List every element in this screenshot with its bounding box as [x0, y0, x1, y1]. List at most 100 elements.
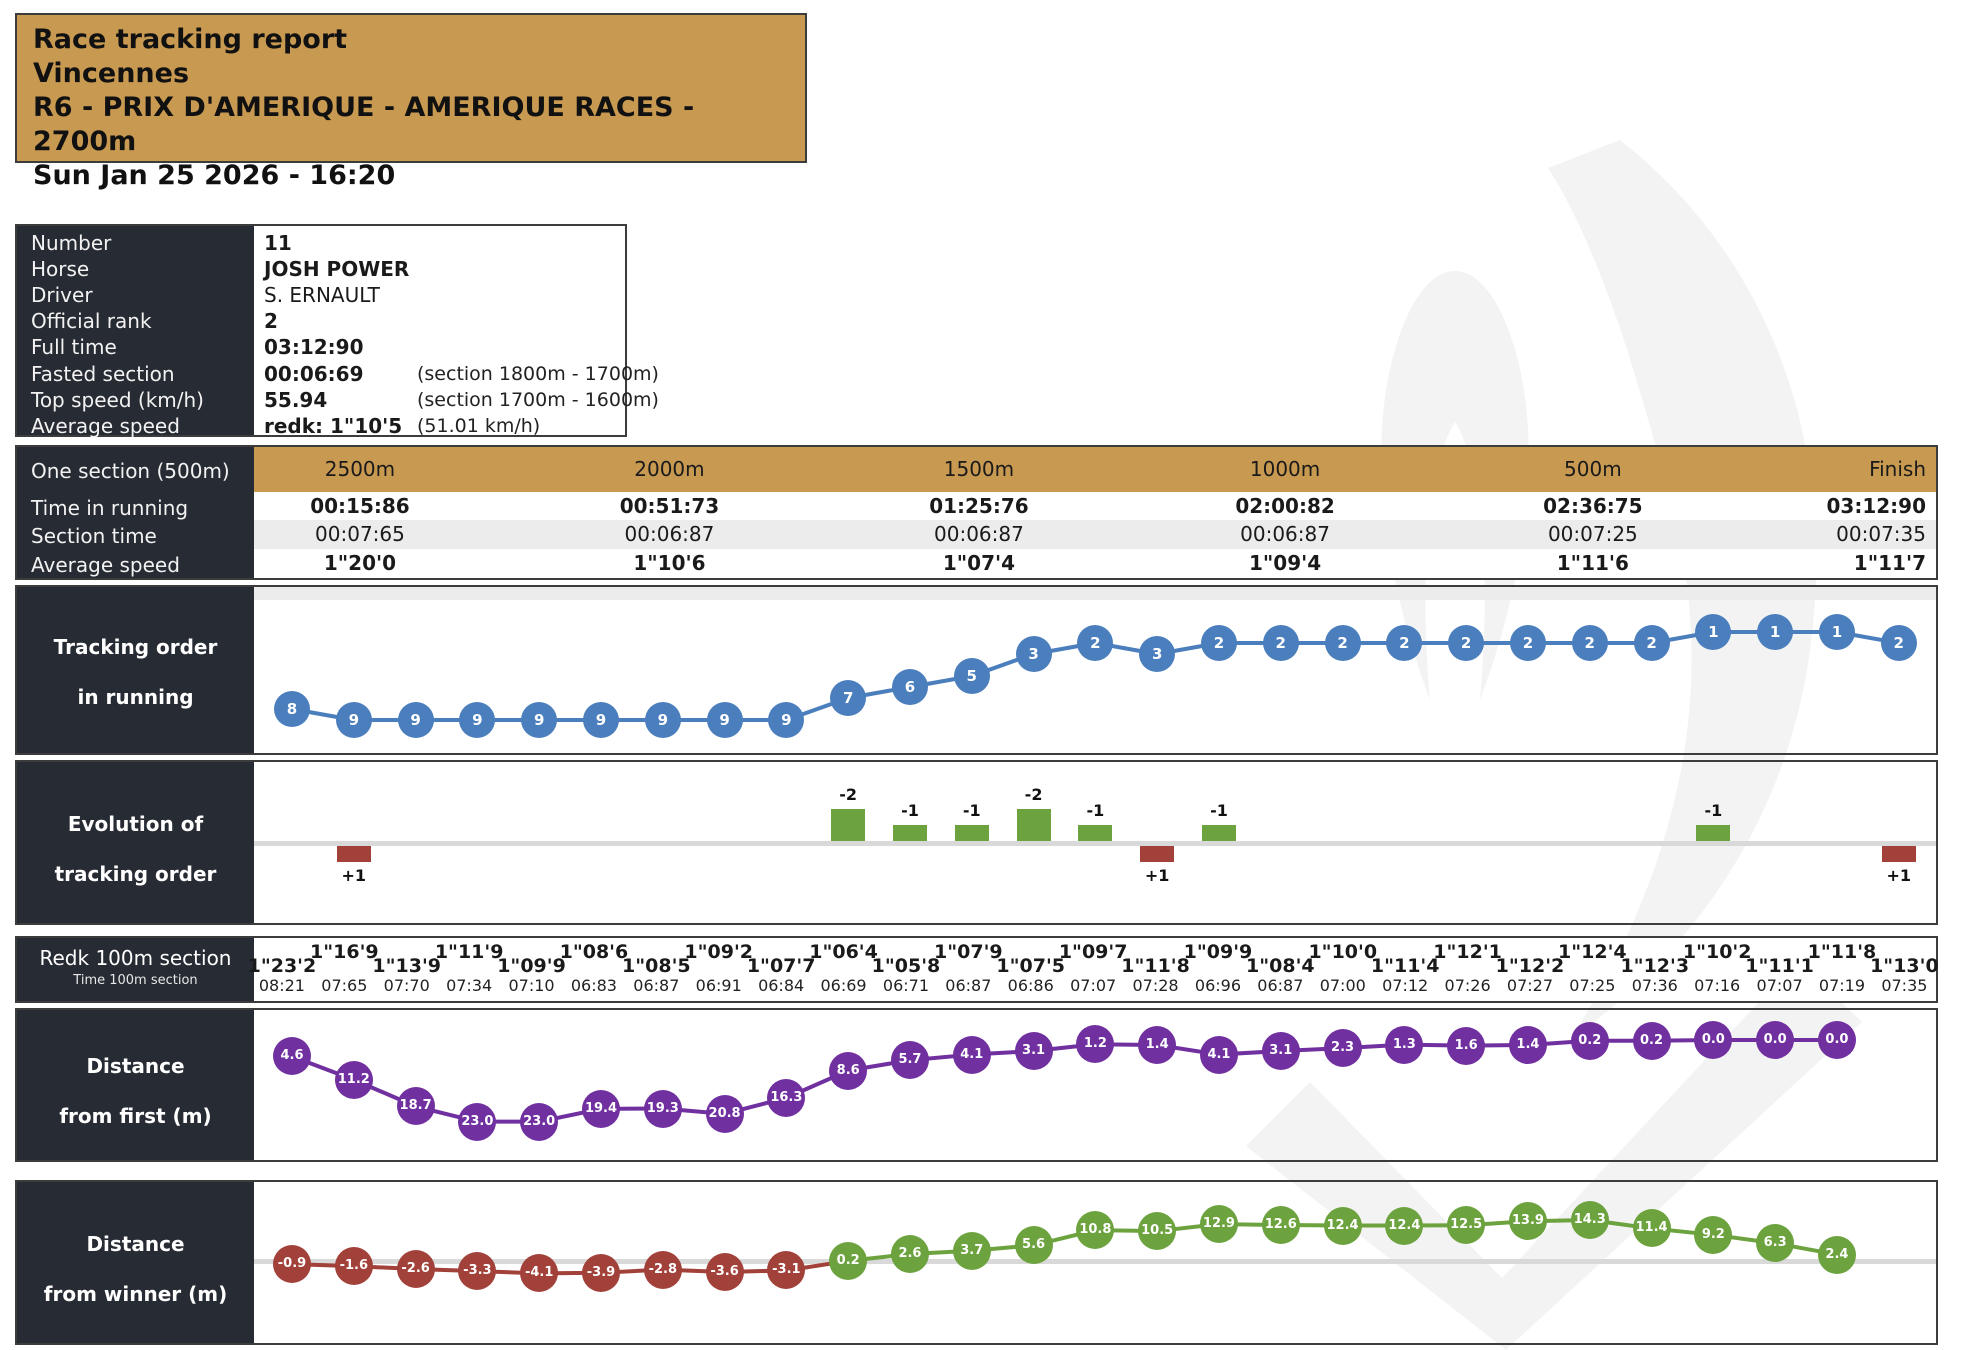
- race-datetime: Sun Jan 25 2026 - 16:20: [33, 160, 396, 191]
- tracking-order-point: 6: [891, 669, 928, 705]
- redk-time: 06:87: [1257, 976, 1304, 995]
- distance-first-point: 0.2: [1570, 1021, 1609, 1060]
- redk-100m-section: Redk 100m section Time 100m section 1"23…: [15, 936, 1939, 1003]
- distance-first-point: 19.4: [581, 1089, 620, 1128]
- tracking-order-point: 2: [1509, 625, 1546, 661]
- distance-first-point: 0.0: [1756, 1021, 1795, 1059]
- distance-winner-point: 12.4: [1385, 1206, 1424, 1245]
- redk-value: 1"09'7: [1058, 941, 1128, 963]
- tracking-order-point: 1: [1757, 614, 1794, 650]
- section-cell-value: 1"10'6: [633, 551, 706, 575]
- redk-time: 07:70: [383, 976, 430, 995]
- section-table-row: 00:07:65 00:06:87 00:06:87 00:06:87 00:07:25…: [254, 520, 1936, 549]
- redk-time: 07:10: [508, 976, 555, 995]
- evolution-plot: +1 -2 -1 -1 -2 -1 +1 -1 -1 +1: [254, 762, 1936, 923]
- section-cell-value: 00:07:25: [1547, 522, 1638, 546]
- redk-value: 1"23'2: [247, 955, 317, 977]
- tracking-order-label-line1: Tracking order: [53, 635, 218, 659]
- distance-winner-point: -1.6: [334, 1247, 373, 1286]
- distance-first-point: 18.7: [396, 1087, 435, 1126]
- section-cell-value: 1"07'4: [942, 551, 1016, 575]
- evolution-bar: [1881, 846, 1916, 862]
- distance-winner-point: 12.4: [1323, 1206, 1362, 1245]
- distance-first-point: 4.6: [273, 1037, 311, 1076]
- redk-value: 1"12'2: [1495, 955, 1565, 977]
- evolution-bar-label: -2: [1024, 785, 1043, 804]
- redk-value: 1"09'9: [1183, 941, 1253, 963]
- redk-time: 07:34: [446, 976, 493, 995]
- tracking-order-point: 9: [397, 702, 434, 738]
- report-title: Race tracking report: [33, 24, 348, 55]
- tracking-order-point: 2: [1448, 625, 1485, 661]
- section-cell-value: 00:06:87: [1240, 522, 1330, 546]
- redk-time: 07:26: [1444, 976, 1491, 995]
- redk-time: 07:35: [1881, 976, 1928, 995]
- redk-value: 1"07'9: [934, 941, 1003, 963]
- tracking-order-point: 2: [1262, 625, 1299, 661]
- tracking-order-label-panel: Tracking order in running: [17, 587, 254, 753]
- redk-value: 1"12'4: [1558, 941, 1627, 963]
- evolution-label-line1: Evolution of: [67, 812, 204, 836]
- info-row-label: Fasted section: [31, 361, 175, 386]
- info-row-label: Full time: [31, 335, 117, 360]
- distance-first-point: 16.3: [767, 1078, 806, 1117]
- redk-value: 1"05'8: [871, 955, 941, 977]
- section-cell-value: 03:12:90: [1826, 494, 1927, 518]
- section-column-header: 2000m: [634, 457, 705, 481]
- tracking-order-point: 2: [1324, 625, 1361, 661]
- evolution-bar-label: -1: [1210, 801, 1228, 820]
- redk-value: 1"12'3: [1620, 955, 1690, 977]
- info-row-value: 2: [264, 309, 278, 334]
- redk-value: 1"09'2: [684, 941, 754, 963]
- section-cell-value: 1"20'0: [323, 551, 397, 575]
- redk-time: 07:27: [1506, 976, 1554, 995]
- distance-first-point: 8.6: [829, 1051, 868, 1090]
- evolution-bar: [1201, 825, 1236, 841]
- distance-winner-point: 6.3: [1756, 1224, 1795, 1263]
- distance-winner-point: -2.8: [643, 1250, 682, 1289]
- distance-first-point: 23.0: [520, 1102, 559, 1141]
- evolution-bar: [1696, 825, 1731, 841]
- tracking-order-point: 2: [1200, 625, 1237, 661]
- tracking-order-point: 9: [768, 702, 805, 738]
- distance-first-point: 1.4: [1138, 1025, 1177, 1064]
- tracking-order-point: 9: [521, 702, 558, 738]
- info-row-value: S. ERNAULT: [264, 283, 380, 308]
- venue: Vincennes: [33, 58, 190, 89]
- redk-time: 07:16: [1694, 976, 1741, 995]
- redk-value: 1"13'9: [372, 955, 442, 977]
- distance-first-point: 0.0: [1817, 1021, 1856, 1059]
- evolution-bar-label: -1: [1086, 801, 1105, 820]
- section-table-title: One section (500m): [31, 459, 230, 483]
- distance-winner-point: 0.2: [829, 1241, 868, 1280]
- row-label-average-speed: Average speed: [31, 553, 180, 577]
- redk-time: 07:00: [1319, 976, 1366, 995]
- evolution-bar: [954, 825, 989, 841]
- distance-winner-point: 9.2: [1694, 1215, 1733, 1254]
- redk-value: 1"07'7: [746, 955, 816, 977]
- redk-value: 1"07'5: [996, 955, 1066, 977]
- evolution-bar: [831, 809, 866, 841]
- info-row-value: 00:06:69: [264, 361, 364, 386]
- distance-from-winner-plot: -0.9 -1.6 -2.6 -3.3 -4.1 -3.9 -2.8 -3.6 -3.1 0.2 2…: [254, 1182, 1936, 1343]
- evolution-zero-axis: [254, 841, 1936, 846]
- row-label-section-time: Section time: [31, 524, 157, 548]
- tracking-order-point: 3: [1015, 636, 1052, 672]
- distance-winner-point: 13.9: [1508, 1202, 1547, 1241]
- redk-values-row: 1"23'2 08:21 1"16'9 07:65 1"13'9 07:70 1"11'9 0…: [248, 938, 1939, 1001]
- distance-winner-point: 12.6: [1261, 1205, 1300, 1244]
- distance-first-point: 0.0: [1694, 1021, 1733, 1059]
- section-column-header: 500m: [1564, 457, 1622, 481]
- evolution-bar-label: -1: [1704, 801, 1723, 820]
- info-row-value: 55.94: [264, 387, 328, 412]
- info-row-note: (section 1700m - 1600m): [417, 388, 659, 411]
- winner-zero-axis: [254, 1259, 1936, 1264]
- info-row-value: 11: [264, 231, 292, 255]
- evolution-bar-label: +1: [1886, 866, 1911, 885]
- section-cell-value: 00:06:87: [934, 522, 1024, 546]
- redk-value: 1"11'9: [434, 941, 504, 963]
- redk-value: 1"11'4: [1370, 955, 1440, 977]
- redk-time: 06:69: [820, 976, 867, 995]
